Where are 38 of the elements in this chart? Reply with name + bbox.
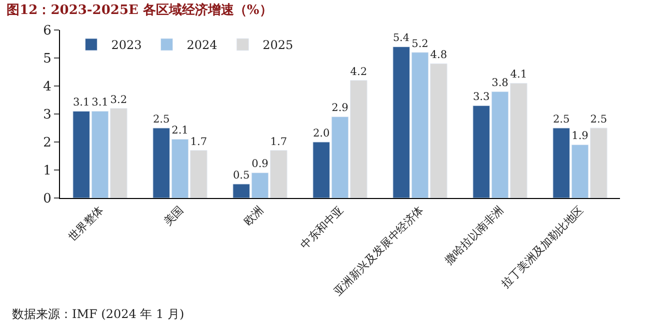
data-label: 1.9 xyxy=(572,130,588,142)
data-label: 3.1 xyxy=(72,96,90,109)
data-label: 1.7 xyxy=(190,136,208,148)
legend-label: 2024 xyxy=(186,38,218,52)
data-label: 0.9 xyxy=(252,158,268,170)
data-label: 0.5 xyxy=(232,169,250,182)
y-tick-label: 1 xyxy=(43,164,52,179)
y-tick-label: 3 xyxy=(43,108,52,123)
source-note: 数据来源：IMF (2024 年 1 月) xyxy=(12,307,184,321)
x-tick-label: 美国 xyxy=(161,204,186,228)
x-tick-label: 中东和中亚 xyxy=(298,204,346,252)
data-label: 3.1 xyxy=(92,96,108,109)
chart-title: 图12：2023-2025E 各区域经济增速（%） xyxy=(6,2,272,18)
y-tick-label: 5 xyxy=(43,52,52,67)
data-label: 2.5 xyxy=(152,113,170,126)
y-tick-label: 0 xyxy=(43,192,52,207)
x-tick-label: 世界整体 xyxy=(66,204,106,244)
data-label: 2.0 xyxy=(312,127,330,140)
y-tick-label: 2 xyxy=(43,136,52,151)
data-label: 5.2 xyxy=(412,38,428,50)
data-label: 2.9 xyxy=(332,102,348,114)
data-label: 3.3 xyxy=(472,90,490,103)
y-tick-label: 6 xyxy=(43,24,52,39)
data-label: 4.2 xyxy=(350,66,368,78)
data-label: 2.5 xyxy=(552,113,570,126)
data-label: 2.1 xyxy=(172,124,188,137)
data-label: 4.8 xyxy=(430,48,448,61)
x-tick-label: 欧洲 xyxy=(241,204,266,228)
y-tick-label: 4 xyxy=(43,80,52,95)
data-label: 3.8 xyxy=(492,76,508,89)
data-label: 2.5 xyxy=(590,113,608,126)
legend-label: 2023 xyxy=(111,38,142,52)
data-label: 3.2 xyxy=(110,94,128,106)
data-label: 4.1 xyxy=(510,68,528,81)
data-label: 5.4 xyxy=(392,32,410,44)
x-tick-label: 撒哈拉以南非洲 xyxy=(442,204,506,268)
legend-label: 2025 xyxy=(262,38,294,52)
data-label: 1.7 xyxy=(270,136,288,148)
